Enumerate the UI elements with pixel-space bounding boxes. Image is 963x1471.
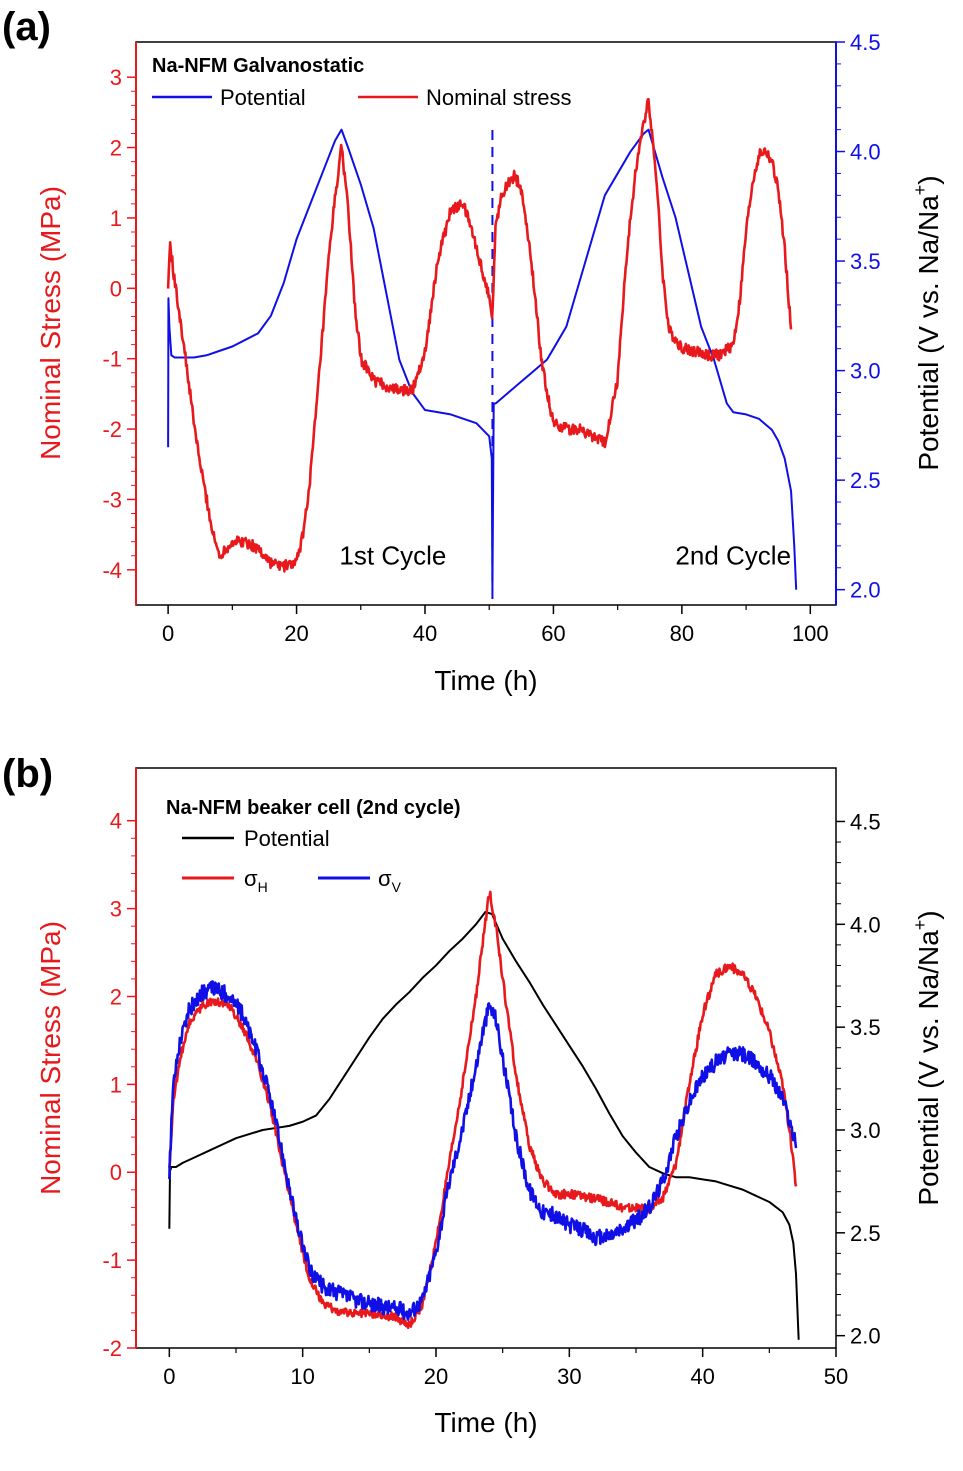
right-tick-label: 3.5 — [850, 249, 881, 274]
panel-a-left-axis-title: Nominal Stress (MPa) — [35, 186, 66, 460]
panel-a-right-axis-title-main: Potential (V vs. Na/Na — [913, 195, 944, 471]
left-tick-label: 0 — [110, 1160, 122, 1185]
left-tick-label: 3 — [110, 897, 122, 922]
x-tick-label: 50 — [824, 1364, 848, 1389]
panel-b-right-ticks: 2.0 2.5 3.0 3.5 4.0 4.5 — [836, 809, 881, 1349]
left-tick-label: -1 — [102, 347, 122, 372]
series-line-a-1 — [166, 97, 793, 573]
panel-b-left-ticks: -2 -1 0 1 2 3 4 — [102, 809, 136, 1361]
left-tick-label: 2 — [110, 984, 122, 1009]
left-tick-label: 0 — [110, 276, 122, 301]
x-tick-label: 0 — [162, 621, 174, 646]
left-tick-label: 4 — [110, 809, 122, 834]
x-tick-label: 10 — [290, 1364, 314, 1389]
right-tick-label: 4.5 — [850, 809, 881, 834]
right-tick-label: 3.0 — [850, 1118, 881, 1143]
left-tick-label: -2 — [102, 417, 122, 442]
panel-a-chart-title: Na-NFM Galvanostatic — [152, 55, 364, 77]
x-tick-label: 80 — [670, 621, 694, 646]
sigma-v-subscript: V — [392, 879, 402, 895]
panel-a: (a) 0 20 40 60 80 100 -4 -3 -2 -1 0 1 2 3 2.0 2.5 3.0 3… — [2, 5, 944, 696]
right-tick-label: 2.0 — [850, 578, 881, 603]
panel-b-right-axis-title-end: ) — [913, 910, 944, 919]
left-tick-label: 1 — [110, 206, 122, 231]
cycle-annotation-0: 1st Cycle — [339, 541, 446, 571]
left-tick-label: 3 — [110, 65, 122, 90]
sigma-v-symbol: σ — [378, 866, 392, 891]
sigma-h-symbol: σ — [244, 866, 258, 891]
right-tick-label: 4.5 — [850, 30, 881, 55]
panel-b-legend-sigma-v: σV — [378, 866, 402, 895]
cycle-annotation-1: 2nd Cycle — [675, 541, 791, 571]
left-tick-label: -4 — [102, 558, 122, 583]
x-tick-label: 40 — [413, 621, 437, 646]
right-tick-label: 4.0 — [850, 912, 881, 937]
x-tick-label: 20 — [424, 1364, 448, 1389]
panel-a-plot-frame — [135, 41, 837, 606]
panel-a-series — [166, 97, 798, 591]
panel-a-right-axis-title: Potential (V vs. Na/Na+) — [910, 175, 944, 470]
sigma-h-subscript: H — [258, 879, 268, 895]
right-tick-label: 3.5 — [850, 1015, 881, 1040]
left-tick-label: -2 — [102, 1336, 122, 1361]
left-tick-label: -1 — [102, 1248, 122, 1273]
right-tick-label: 2.0 — [850, 1324, 881, 1349]
panel-b-label: (b) — [2, 752, 53, 796]
right-tick-label: 2.5 — [850, 1221, 881, 1246]
right-tick-label: 3.0 — [850, 359, 881, 384]
panel-a-x-ticks: 0 20 40 60 80 100 — [162, 605, 829, 646]
panel-b-chart-title: Na-NFM beaker cell (2nd cycle) — [166, 797, 461, 819]
panel-a-label: (a) — [2, 5, 51, 49]
panel-a-right-axis-title-end: ) — [913, 175, 944, 184]
panel-a-right-axis-title-sup: + — [910, 185, 930, 196]
series-line-b-1 — [168, 890, 798, 1330]
x-tick-label: 20 — [284, 621, 308, 646]
right-tick-label: 2.5 — [850, 468, 881, 493]
panel-b-left-axis-title: Nominal Stress (MPa) — [35, 921, 66, 1195]
x-tick-label: 40 — [690, 1364, 714, 1389]
x-tick-label: 30 — [557, 1364, 581, 1389]
panel-a-annotations: 1st Cycle 2nd Cycle — [339, 541, 791, 571]
left-tick-label: 1 — [110, 1072, 122, 1097]
panel-a-right-ticks: 2.0 2.5 3.0 3.5 4.0 4.5 — [836, 30, 881, 603]
panel-b-legend-sigma-h: σH — [244, 866, 268, 895]
panel-b-right-axis-title-main: Potential (V vs. Na/Na — [913, 930, 944, 1206]
series-line-b-2 — [168, 980, 798, 1321]
panel-a-legend-potential: Potential — [220, 85, 306, 110]
x-tick-label: 0 — [163, 1364, 175, 1389]
panel-b-right-axis-title-sup: + — [910, 920, 930, 931]
panel-a-x-axis-title: Time (h) — [434, 665, 537, 696]
panel-b-plot-frame — [135, 767, 837, 1349]
x-tick-label: 100 — [792, 621, 829, 646]
x-tick-label: 60 — [541, 621, 565, 646]
left-tick-label: 2 — [110, 136, 122, 161]
panel-b-right-axis-title: Potential (V vs. Na/Na+) — [910, 910, 944, 1205]
panel-b-x-axis-title: Time (h) — [434, 1407, 537, 1438]
panel-a-left-ticks: -4 -3 -2 -1 0 1 2 3 — [102, 65, 136, 583]
series-line-a-0 — [167, 128, 798, 591]
panel-b: (b) 0 10 20 30 40 50 -2 -1 0 1 2 3 4 2.0 2.5 3.0 3.5 4.… — [2, 752, 944, 1438]
panel-a-legend-stress: Nominal stress — [426, 85, 571, 110]
panel-b-series — [168, 890, 800, 1340]
series-line-b-0 — [168, 910, 800, 1340]
panel-b-legend-potential: Potential — [244, 826, 330, 851]
left-tick-label: -3 — [102, 487, 122, 512]
right-tick-label: 4.0 — [850, 140, 881, 165]
panel-b-x-ticks: 0 10 20 30 40 50 — [163, 1348, 848, 1389]
